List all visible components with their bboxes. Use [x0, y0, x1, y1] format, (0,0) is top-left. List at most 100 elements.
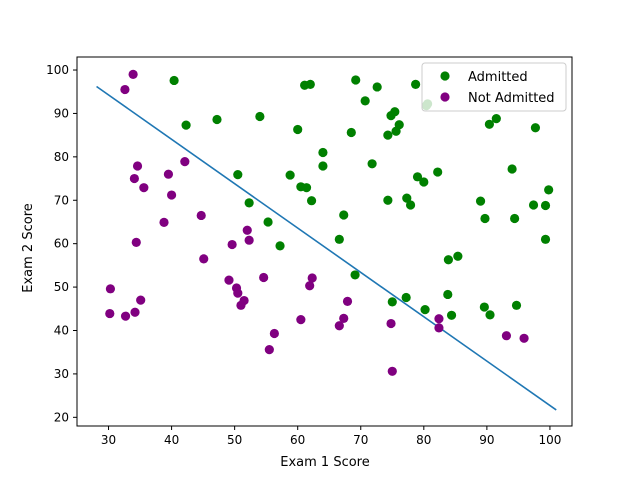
data-point — [196, 210, 206, 221]
data-point — [296, 315, 306, 325]
data-point — [443, 255, 454, 265]
data-point — [401, 292, 411, 303]
data-point — [360, 96, 370, 106]
data-point — [305, 79, 315, 89]
data-point — [255, 111, 265, 122]
data-point — [351, 75, 361, 85]
y-tick-label: 50 — [54, 280, 69, 294]
data-point — [306, 196, 317, 206]
data-point — [367, 159, 377, 169]
plot-background — [77, 57, 572, 426]
data-point — [480, 213, 490, 224]
data-point — [244, 235, 254, 245]
data-point — [507, 164, 517, 174]
y-tick-label: 100 — [46, 63, 69, 77]
y-tick-label: 60 — [54, 237, 69, 251]
series-admitted — [169, 75, 554, 320]
data-point — [263, 217, 273, 227]
data-point — [136, 295, 146, 305]
data-point — [443, 289, 453, 300]
data-point — [139, 183, 149, 193]
data-point — [159, 217, 169, 227]
data-point — [342, 296, 353, 307]
data-point — [307, 273, 317, 283]
data-point — [433, 167, 443, 177]
data-point — [163, 169, 174, 179]
data-point — [318, 147, 328, 158]
legend-label: Admitted — [468, 70, 528, 85]
data-point — [405, 200, 416, 210]
data-point — [530, 123, 541, 133]
data-point — [269, 328, 279, 339]
data-point — [402, 193, 412, 203]
y-tick-label: 70 — [54, 193, 69, 207]
data-point — [275, 241, 285, 251]
data-point — [540, 200, 551, 211]
data-point — [224, 275, 234, 285]
data-point — [485, 310, 495, 320]
data-point — [233, 288, 243, 298]
x-tick-label: 30 — [101, 433, 116, 447]
data-point — [132, 161, 143, 171]
y-tick-label: 90 — [54, 106, 69, 120]
data-point — [511, 300, 522, 310]
data-point — [242, 225, 252, 235]
axes — [76, 56, 573, 427]
plot-area — [77, 57, 572, 426]
data-point — [334, 234, 344, 244]
y-tick-label: 80 — [54, 150, 69, 164]
data-point — [120, 311, 131, 321]
data-point — [350, 270, 360, 280]
x-tick-label: 40 — [164, 433, 179, 447]
data-point — [259, 272, 269, 283]
y-axis-label: Exam 2 Score — [21, 203, 36, 292]
data-point — [501, 331, 512, 341]
data-point — [105, 308, 115, 319]
data-point — [239, 295, 249, 306]
data-point — [528, 200, 539, 210]
data-point — [339, 313, 349, 323]
data-point — [386, 318, 396, 329]
data-point — [390, 107, 400, 117]
data-point — [453, 251, 463, 261]
data-point — [339, 210, 349, 220]
data-point — [334, 321, 344, 331]
x-tick-label: 50 — [227, 433, 242, 447]
legend-marker — [440, 71, 450, 81]
data-point — [166, 190, 177, 200]
legend-marker — [440, 92, 450, 102]
data-point — [128, 69, 138, 79]
axes-frame — [76, 56, 573, 427]
y-tick-label: 40 — [54, 323, 69, 337]
data-point — [411, 79, 421, 89]
data-point — [387, 366, 397, 376]
data-point — [346, 127, 356, 138]
y-tick-label: 30 — [54, 367, 69, 381]
data-point — [264, 344, 274, 355]
data-point — [383, 195, 393, 205]
data-point — [510, 213, 520, 224]
data-point — [419, 177, 429, 187]
data-point — [446, 310, 457, 320]
data-point — [519, 333, 529, 343]
data-point — [233, 170, 243, 180]
points-layer — [105, 69, 554, 376]
data-point — [544, 185, 554, 195]
x-tick-label: 90 — [479, 433, 494, 447]
data-point — [293, 124, 303, 135]
data-point — [475, 196, 486, 206]
boundary-layer — [96, 85, 557, 411]
data-point — [318, 161, 328, 171]
data-point — [120, 84, 130, 95]
data-point — [301, 183, 312, 193]
data-point — [285, 170, 295, 180]
data-point — [244, 198, 254, 208]
series-not-admitted — [105, 69, 529, 376]
data-point — [491, 114, 501, 124]
legend-label: Not Admitted — [468, 91, 555, 106]
data-point — [387, 297, 397, 307]
data-point — [420, 305, 430, 315]
ticks: 30 40 50 60 70 80 90 100 20 30 40 50 60 70 80 90 100 — [46, 63, 561, 447]
data-point — [169, 75, 179, 86]
